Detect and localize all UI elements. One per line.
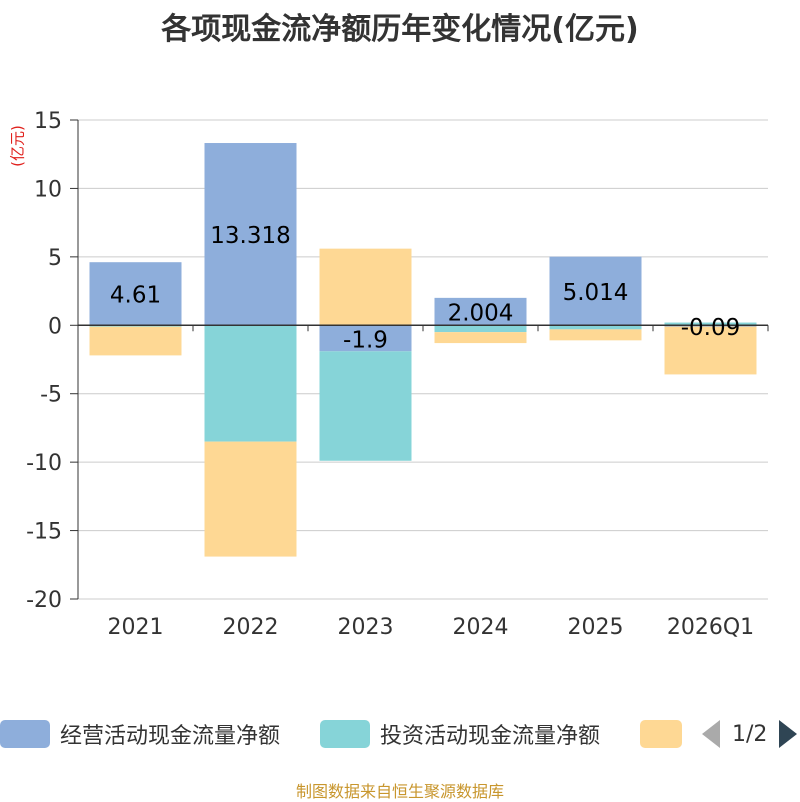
legend-swatch-investing [320, 720, 370, 748]
legend-label-operating: 经营活动现金流量净额 [60, 724, 281, 749]
bar-2023-series-2 [319, 248, 412, 326]
bar-2024-series-0 [434, 297, 527, 326]
legend-item-operating[interactable]: 经营活动现金流量净额 [0, 712, 280, 756]
chart-area: 15 10 5 0 -5 -10 -15 -20 2021 2022 2023 2024 2025 202… [26, 109, 769, 640]
bar-2023-series-0 [319, 325, 412, 352]
bar-2023-series-1 [319, 351, 412, 461]
data-label-2025: 5.014 [563, 280, 629, 306]
bar-2024-series-2 [434, 332, 527, 344]
y-tick-label: -20 [26, 588, 62, 613]
bar-2026Q1-series-2 [664, 326, 757, 375]
bar-2024-series-1 [434, 325, 527, 333]
legend-pager: 1/2 [702, 720, 798, 748]
x-tick-label-2026Q1: 2026Q1 [667, 615, 754, 640]
legend-item-investing[interactable]: 投资活动现金流量净额 [320, 712, 600, 756]
legend-item-financing[interactable] [640, 712, 682, 756]
bar-2025-series-2 [549, 329, 642, 341]
bar-2022-series-2 [204, 441, 297, 557]
y-tick-label: 5 [48, 246, 62, 271]
x-tick-label-2024: 2024 [453, 615, 509, 640]
bar-2025-series-0 [549, 256, 642, 326]
legend: 经营活动现金流量净额 投资活动现金流量净额 1/2 [0, 712, 800, 756]
data-label-2022: 13.318 [210, 223, 290, 249]
legend-page-number: 1/2 [732, 721, 768, 747]
y-tick-label: 0 [48, 314, 62, 339]
y-tick-label: -15 [26, 520, 62, 545]
x-tick-label-2022: 2022 [223, 615, 279, 640]
legend-next-icon[interactable] [779, 720, 798, 748]
data-label-2021: 4.61 [110, 283, 161, 309]
data-label-2023: -1.9 [343, 327, 388, 353]
x-tick-label-2023: 2023 [338, 615, 394, 640]
data-label-2024: 2.004 [448, 301, 514, 327]
bar-2025-series-1 [549, 325, 642, 330]
source-note: 制图数据来自恒生聚源数据库 [295, 782, 504, 801]
legend-label-investing: 投资活动现金流量净额 [380, 724, 601, 749]
bar-2026Q1-series-1 [664, 322, 757, 326]
x-tick-label-2021: 2021 [108, 615, 164, 640]
chart-title: 各项现金流净额历年变化情况(亿元) [161, 12, 639, 47]
x-tick-label-2025: 2025 [568, 615, 624, 640]
data-label-2026Q1: -0.09 [681, 315, 741, 341]
bar-2022-series-0 [204, 143, 297, 326]
y-tick-label: -10 [26, 451, 62, 476]
legend-prev-icon[interactable] [702, 720, 720, 748]
legend-swatch-financing [640, 720, 682, 748]
legend-swatch-operating [0, 720, 50, 748]
bar-2022-series-1 [204, 325, 297, 442]
bar-2021-series-2 [89, 326, 182, 356]
bar-2021-series-0 [89, 262, 182, 326]
y-tick-label: 15 [34, 109, 62, 134]
y-tick-label: -5 [40, 383, 62, 408]
y-tick-label: 10 [34, 177, 62, 202]
